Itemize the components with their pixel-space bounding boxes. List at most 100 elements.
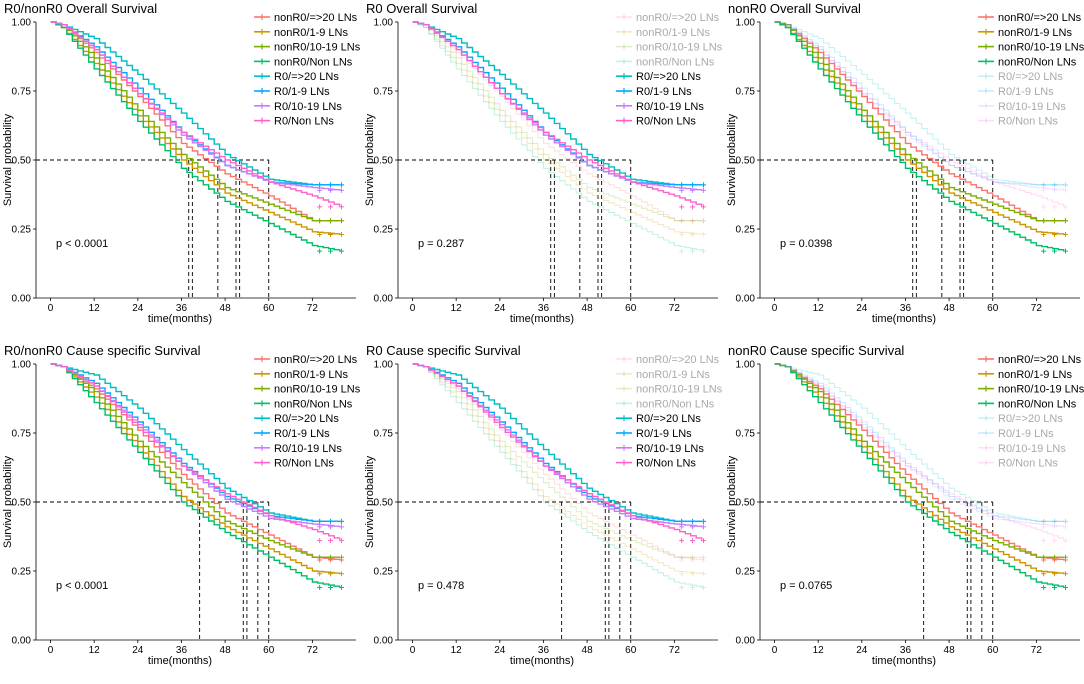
legend-label: nonR0/10-19 LNs [998,42,1084,54]
x-tick-label: 36 [538,645,550,656]
legend-label: nonR0/Non LNs [274,56,353,68]
censor-mark [328,187,334,193]
legend-label: R0/1-9 LNs [998,86,1054,98]
legend-label: nonR0/=>20 LNs [274,12,358,24]
censor-mark [700,554,706,560]
censor-mark [690,187,696,193]
x-tick-label: 12 [451,645,463,656]
y-axis-label: Survival probability [726,455,738,548]
legend-label: nonR0/1-9 LNs [636,27,710,39]
survival-curve [412,21,702,222]
legend-label: R0/Non LNs [636,458,696,470]
x-tick-label: 60 [263,303,275,314]
x-tick-label: 0 [772,645,778,656]
legend-label: nonR0/10-19 LNs [274,384,361,396]
censor-mark [679,218,685,224]
censor-mark [679,538,685,544]
censor-mark [328,571,334,577]
y-tick-label: 0.00 [736,294,756,305]
censor-mark [338,518,344,524]
censor-mark [328,518,334,524]
p-value-label: p = 0.287 [418,238,464,250]
censor-mark [1062,218,1068,224]
legend-label: R0/Non LNs [636,116,696,128]
censor-mark [700,571,706,577]
p-value-label: p = 0.0765 [780,580,832,592]
x-tick-label: 24 [856,303,868,314]
chart-title: nonR0 Cause specific Survival [728,343,904,358]
y-tick-label: 1.00 [12,18,32,29]
censor-mark [1052,585,1058,591]
legend-label: R0/Non LNs [274,458,334,470]
censor-mark [1052,218,1058,224]
y-tick-label: 0.50 [736,498,756,509]
y-tick-label: 0.25 [374,225,394,236]
censor-mark [1052,518,1058,524]
censor-mark [1041,585,1047,591]
x-tick-label: 36 [176,303,188,314]
censor-mark [1041,538,1047,544]
censor-mark [690,518,696,524]
censor-mark [700,518,706,524]
censor-mark [1052,554,1058,560]
survival-curve [412,363,702,558]
censor-mark [679,571,685,577]
censor-mark [1041,187,1047,193]
survival-curve [412,363,702,522]
censor-mark [679,204,685,210]
survival-curve [50,21,341,207]
censor-mark [317,218,323,224]
survival-curve [774,21,1064,186]
survival-curve [774,21,1065,251]
censor-mark [1041,182,1047,188]
x-tick-label: 24 [856,645,868,656]
x-tick-label: 36 [538,303,550,314]
survival-curve [774,21,1064,222]
survival-curve [412,363,702,522]
legend-label: R0/1-9 LNs [636,428,692,440]
legend-label: R0/=>20 LNs [636,71,701,83]
y-tick-label: 0.00 [374,294,394,305]
censor-mark [338,538,344,544]
legend-label: nonR0/1-9 LNs [636,369,710,381]
censor-mark [1062,187,1068,193]
survival-curve [412,21,703,251]
censor-mark [700,248,706,254]
censor-mark [317,571,323,577]
x-axis-label: time(months) [148,313,212,325]
y-tick-label: 0.50 [736,156,756,167]
chart-title: R0/nonR0 Cause specific Survival [4,343,201,358]
censor-mark [679,218,685,224]
x-tick-label: 36 [900,303,912,314]
censor-mark [679,557,685,563]
censor-mark [700,187,706,193]
censor-mark [1062,232,1068,238]
censor-mark [338,571,344,577]
survival-curve [50,21,340,222]
censor-mark [700,557,706,563]
chart-title: nonR0 Overall Survival [728,1,861,16]
legend-label: R0/1-9 LNs [998,428,1054,440]
censor-mark [1062,585,1068,591]
km-panel: R0/nonR0 Cause specific Survival 0.00 0.25… [2,343,361,667]
y-tick-label: 0.25 [736,567,756,578]
censor-mark [317,232,323,238]
survival-curve [774,363,1065,574]
y-tick-label: 0.75 [374,429,394,440]
legend-label: R0/10-19 LNs [636,101,704,113]
km-panel: R0/nonR0 Overall Survival 0.00 0.25 0.50 0.7… [2,1,361,325]
y-tick-label: 0.25 [736,225,756,236]
x-axis-label: time(months) [872,655,936,667]
survival-curve [412,21,702,222]
censor-mark [328,554,334,560]
censor-mark [690,248,696,254]
y-tick-label: 0.00 [12,636,32,647]
censor-mark [338,204,344,210]
legend-label: nonR0/Non LNs [636,56,715,68]
x-tick-label: 60 [625,645,637,656]
survival-curve [774,21,1064,222]
survival-curve [412,363,703,540]
x-tick-label: 12 [451,303,463,314]
legend-label: nonR0/Non LNs [274,398,353,410]
censor-mark [338,187,344,193]
